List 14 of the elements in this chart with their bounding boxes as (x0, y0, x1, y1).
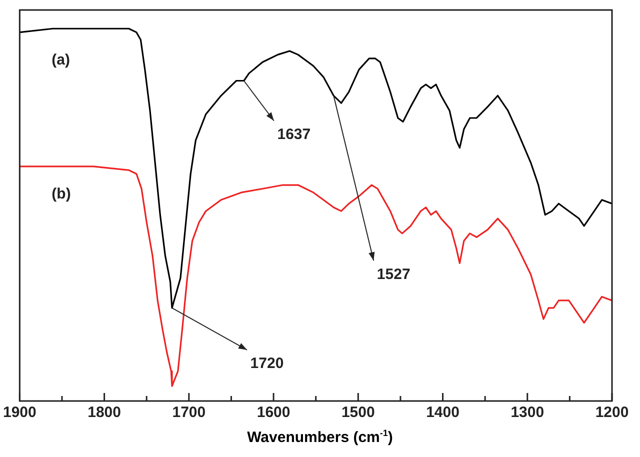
x-tick-label: 1600 (256, 404, 290, 422)
annotation: 1527 (376, 266, 410, 283)
x-tick-label: 1900 (2, 404, 36, 422)
x-tick-label: 1800 (88, 404, 121, 422)
x-tick-label: 1200 (595, 404, 629, 422)
x-axis-title: Wavenumbers (cm$^{-1}$) (246, 428, 394, 446)
annotation: 1720 (250, 355, 284, 372)
x-tick-label: 1300 (510, 404, 544, 422)
series-label: (a) (52, 51, 70, 68)
x-tick-label: 1700 (172, 404, 206, 422)
annotation: 1637 (277, 126, 311, 143)
series-label: (b) (52, 186, 71, 203)
x-tick-label: 1500 (341, 404, 375, 422)
x-tick-label: 1400 (426, 404, 460, 422)
